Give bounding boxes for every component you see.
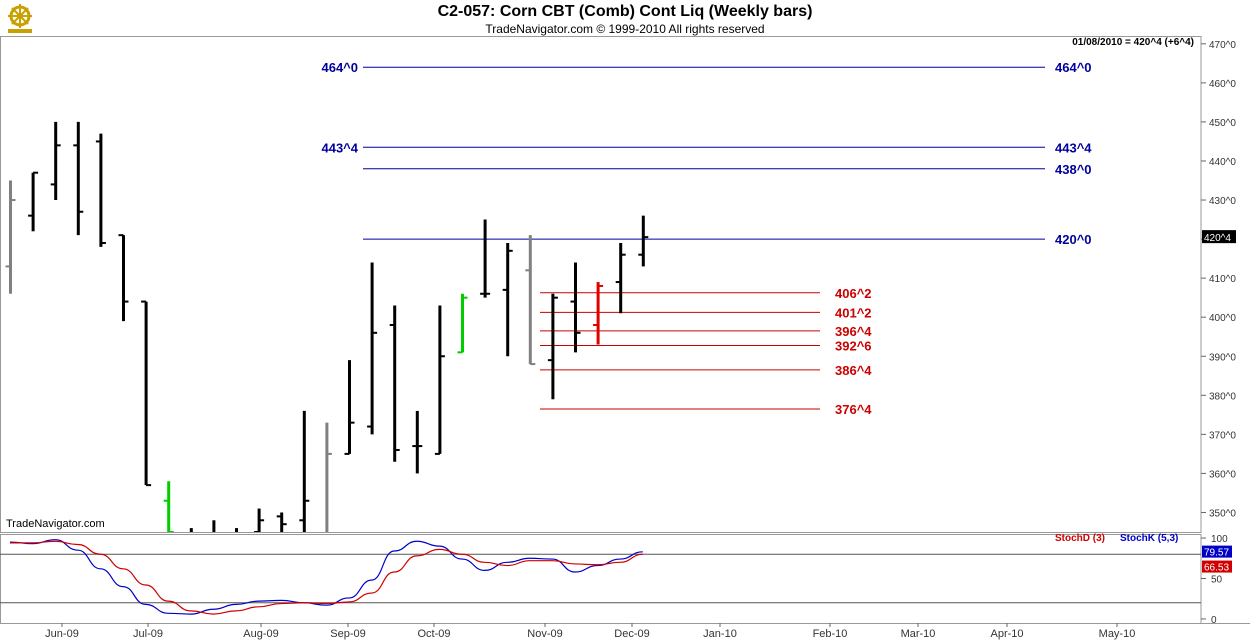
y-tick-label: 370^0 (1209, 430, 1236, 441)
level-label: 376^4 (835, 402, 872, 417)
y-tick-label: 460^0 (1209, 79, 1236, 90)
osc-y-tick-label: 100 (1211, 534, 1228, 545)
level-label-left: 464^0 (321, 60, 358, 75)
main-panel-frame (0, 36, 1202, 533)
y-tick-label: 380^0 (1209, 391, 1236, 402)
y-tick-label: 360^0 (1209, 469, 1236, 480)
x-tick-label: Jul-09 (133, 628, 163, 640)
watermark: TradeNavigator.com (6, 518, 105, 530)
level-label-right: 438^0 (1055, 162, 1092, 177)
level-label-left: 443^4 (321, 140, 358, 155)
y-tick-label: 350^0 (1209, 508, 1236, 519)
y-tick-label: 450^0 (1209, 118, 1236, 129)
x-tick-label: Apr-10 (990, 628, 1023, 640)
osc-area (9, 539, 643, 615)
x-tick-label: Oct-09 (417, 628, 450, 640)
level-label: 401^2 (835, 305, 872, 320)
x-tick-label: May-10 (1099, 628, 1136, 640)
legend-stochk: StochK (5,3) (1120, 533, 1179, 544)
last-price-box (1202, 230, 1236, 244)
last-price-info: 01/08/2010 = 420^4 (+6^4) (1072, 37, 1194, 48)
osc-y-tick-label: 50 (1211, 575, 1223, 586)
x-tick-label: Dec-09 (614, 628, 649, 640)
copyright-subtitle: TradeNavigator.com © 1999-2010 All right… (485, 22, 765, 36)
level-label: 392^6 (835, 339, 872, 354)
ship-wheel-logo (4, 2, 36, 34)
level-label: 396^4 (835, 324, 872, 339)
stochd-value-box (1202, 560, 1232, 573)
y-tick-label: 390^0 (1209, 352, 1236, 363)
level-label: 406^2 (835, 286, 872, 301)
stochd-line (10, 540, 643, 615)
level-label: 386^4 (835, 363, 872, 378)
level-label-right: 464^0 (1055, 60, 1092, 75)
y-tick-label: 440^0 (1209, 157, 1236, 168)
x-tick-label: Aug-09 (243, 628, 278, 640)
stochk-value: 79.57 (1204, 548, 1229, 559)
level-label-right: 420^0 (1055, 232, 1092, 247)
y-tick-label: 430^0 (1209, 196, 1236, 207)
osc-panel-frame (0, 534, 1202, 624)
chart-title: C2-057: Corn CBT (Comb) Cont Liq (Weekly… (437, 3, 813, 20)
x-tick-label: Mar-10 (901, 628, 936, 640)
x-tick-label: Sep-09 (330, 628, 365, 640)
last-price-label: 420^4 (1204, 233, 1231, 244)
osc-y-tick-label: 0 (1211, 615, 1217, 626)
level-label-right: 443^4 (1055, 140, 1092, 155)
y-tick-label: 410^0 (1209, 274, 1236, 285)
stochk-line (9, 539, 643, 615)
stochd-value: 66.53 (1204, 563, 1229, 574)
legend-stochd: StochD (3) (1055, 533, 1105, 544)
y-tick-label: 470^0 (1209, 40, 1236, 51)
price-area (5, 66, 1045, 532)
stochk-value-box (1202, 545, 1232, 558)
x-tick-label: Feb-10 (813, 628, 848, 640)
y-tick-label: 400^0 (1209, 313, 1236, 324)
x-tick-label: Nov-09 (527, 628, 562, 640)
x-tick-label: Jun-09 (45, 628, 79, 640)
x-tick-label: Jan-10 (703, 628, 737, 640)
